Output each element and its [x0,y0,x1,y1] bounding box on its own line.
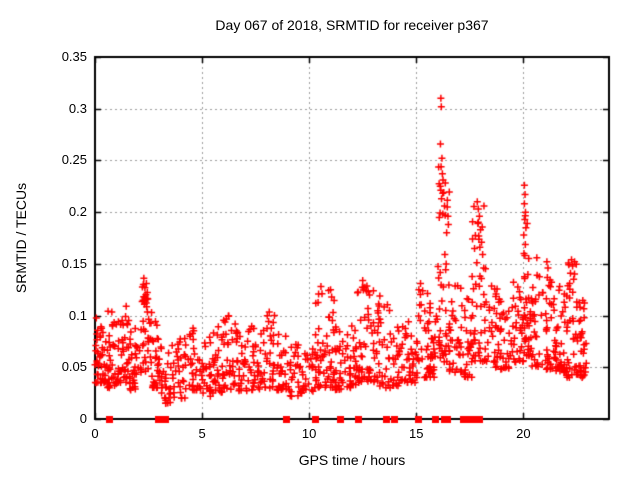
y-tick-label: 0.3 [68,100,87,116]
y-tick-label: 0 [79,411,87,426]
x-tick-label: 5 [198,426,206,441]
y-tick-label: 0.05 [61,359,87,375]
y-tick-label: 0.35 [61,49,87,64]
y-axis-label: SRMTID / TECUs [13,182,29,294]
chart-title: Day 067 of 2018, SRMTID for receiver p36… [215,17,489,33]
y-tick-label: 0.2 [68,204,87,220]
y-tick-label: 0.1 [68,307,87,323]
y-tick-label: 0.25 [61,152,87,168]
x-tick-label: 15 [409,426,424,441]
x-tick-label: 10 [301,426,317,441]
x-tick-label: 20 [516,426,531,441]
y-tick-label: 0.15 [61,255,87,271]
x-tick-label: 0 [91,426,99,441]
x-axis-label: GPS time / hours [298,452,406,468]
